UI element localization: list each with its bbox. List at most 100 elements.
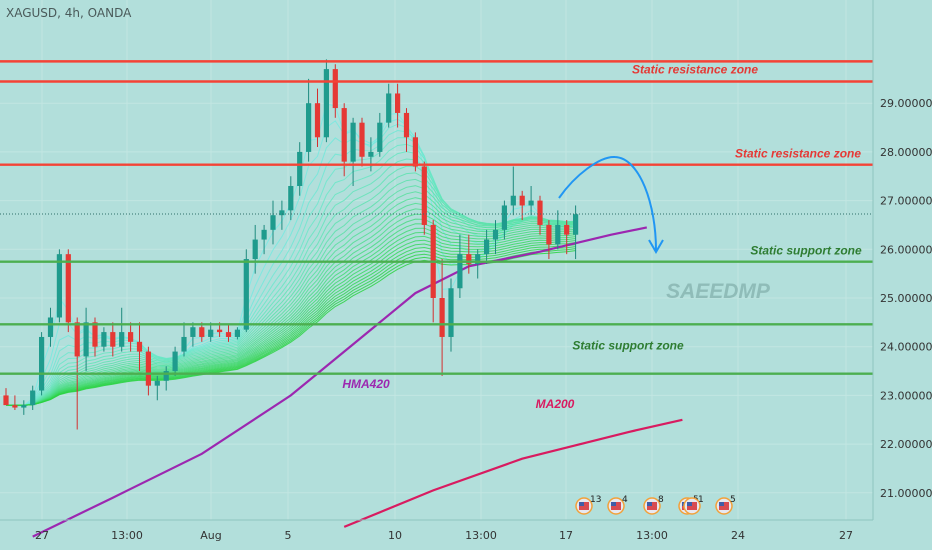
time-axis: 27 13:00 Aug 5 10 13:00 17 13:00 24 27 <box>0 519 873 542</box>
ma-ribbon <box>5 103 576 407</box>
candle <box>163 366 169 391</box>
candle-body <box>466 254 472 264</box>
event-marker[interactable]: 13 <box>575 495 601 515</box>
ribbon-line <box>5 123 576 407</box>
candle-body <box>492 229 499 240</box>
symbol-label: XAGUSD, 4h, OANDA <box>6 6 132 20</box>
candle-body <box>297 151 303 186</box>
candle-body <box>101 332 107 347</box>
candle <box>528 185 534 216</box>
candle <box>448 278 454 352</box>
candle <box>243 249 249 333</box>
candle <box>439 259 445 376</box>
candle-body <box>261 229 267 240</box>
candle <box>145 346 151 396</box>
ribbon-line <box>5 223 576 406</box>
candle-body <box>484 239 490 255</box>
candle-body <box>56 254 62 318</box>
x-tick-label: 10 <box>388 529 402 542</box>
arrow-head <box>648 239 664 254</box>
flag-canton <box>647 502 652 506</box>
candle-body <box>65 254 71 323</box>
axis-background <box>873 0 932 520</box>
candle-body <box>154 380 160 386</box>
grid <box>0 0 873 520</box>
candle <box>47 307 54 347</box>
y-tick-label: 24.00000 <box>880 341 932 354</box>
level-zone-label: Static resistance zone <box>632 63 758 77</box>
candle-body <box>172 351 178 372</box>
candle-body <box>555 224 561 245</box>
candle <box>65 249 71 333</box>
candle-body <box>412 137 418 167</box>
candle-body <box>181 336 187 352</box>
candle-body <box>234 329 240 337</box>
x-tick-label: 13:00 <box>465 529 497 542</box>
economic-events[interactable]: 1348515 <box>575 495 736 515</box>
candle <box>359 117 365 167</box>
candle-body <box>12 405 18 408</box>
candle <box>21 400 27 415</box>
candle-body <box>564 224 570 235</box>
candle-body <box>21 405 27 408</box>
candle <box>234 327 240 340</box>
level-zone-label: Static resistance zone <box>735 147 861 161</box>
flag-canton <box>579 502 584 506</box>
ribbon-line <box>5 240 576 406</box>
candle <box>475 249 481 279</box>
candle <box>546 220 552 260</box>
ribbon-line <box>5 137 576 406</box>
candle <box>288 176 294 221</box>
candle-body <box>546 224 552 245</box>
candle <box>323 59 329 143</box>
candle <box>332 64 338 118</box>
event-marker[interactable]: 1 <box>683 495 704 515</box>
event-marker[interactable]: 5 <box>715 495 736 515</box>
x-tick-label: 13:00 <box>111 529 143 542</box>
candle-body <box>163 371 169 381</box>
candle <box>314 88 321 148</box>
y-tick-label: 21.00000 <box>880 487 932 500</box>
y-tick-label: 26.00000 <box>880 243 932 256</box>
ribbon-line <box>5 185 576 406</box>
event-count: 8 <box>658 495 664 505</box>
candle-body <box>537 200 543 225</box>
candle <box>386 83 392 128</box>
candle-body <box>332 69 338 109</box>
flag-canton <box>687 502 692 506</box>
event-marker[interactable]: 4 <box>607 495 628 515</box>
candle-body <box>288 185 294 211</box>
candle-body <box>377 122 383 152</box>
candle-body <box>573 214 579 235</box>
candle <box>297 142 303 196</box>
candle <box>208 322 214 342</box>
candle-body <box>110 332 116 347</box>
candle <box>56 249 62 323</box>
candle <box>377 112 383 157</box>
x-tick-label: 5 <box>285 529 292 542</box>
projection-drawing <box>558 155 664 254</box>
projection-arrow[interactable] <box>558 155 657 251</box>
ribbon-line <box>5 178 576 406</box>
candle <box>199 322 205 342</box>
candle-body <box>306 103 312 152</box>
candle <box>279 200 285 230</box>
series-label-ma200: MA200 <box>536 397 575 411</box>
event-marker[interactable]: 8 <box>643 495 664 515</box>
x-tick-label: 17 <box>559 529 573 542</box>
candle-body <box>457 254 463 289</box>
candle <box>110 322 116 357</box>
candle <box>39 332 45 396</box>
ribbon-line <box>5 213 576 406</box>
candle-body <box>83 322 89 357</box>
series-ma200 <box>343 418 683 528</box>
y-tick-label: 28.00000 <box>880 146 932 159</box>
candle <box>501 200 507 240</box>
ribbon-line <box>5 238 576 406</box>
candle <box>181 322 187 357</box>
candle <box>172 346 178 376</box>
candle-body <box>252 239 258 260</box>
candle <box>564 220 570 255</box>
event-count: 1 <box>698 495 704 505</box>
